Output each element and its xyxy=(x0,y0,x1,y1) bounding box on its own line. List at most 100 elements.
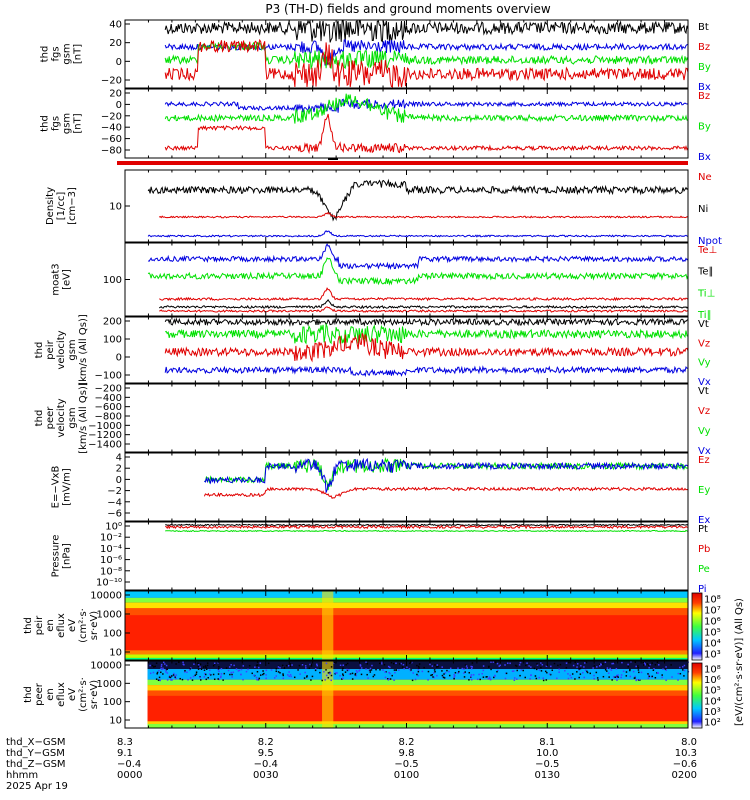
legend-2-1: Ni xyxy=(698,204,708,215)
series-ti-perp xyxy=(147,243,689,270)
heatmap-electron-eflux-band-3 xyxy=(147,685,688,691)
legend-3-3: Ti∥ xyxy=(697,310,712,321)
heatmap-electron-eflux-band-6 xyxy=(147,723,688,728)
y-label-4-2: velocity xyxy=(56,330,67,369)
heatmap-electron-eflux-event xyxy=(322,661,334,728)
colorbar-tick-1-5: 10² xyxy=(704,718,721,729)
legend-2-0: Ne xyxy=(698,172,712,183)
series-bz xyxy=(164,38,689,88)
heatmap-ion-eflux-band-3 xyxy=(125,608,688,616)
y-tick-4-0: 200 xyxy=(103,317,122,328)
legend-0-0: Bt xyxy=(698,22,709,33)
y-tick-1-2: −20 xyxy=(101,111,122,122)
heatmap-ion-eflux-band-4 xyxy=(125,650,688,655)
y-label-9-2: en xyxy=(45,688,56,701)
y-tick-5-2: −600 xyxy=(95,402,122,413)
y-label-8-0: thd xyxy=(23,617,34,634)
colorbar-tick-0-3: 10⁵ xyxy=(704,628,721,639)
footer-date: 2025 Apr 19 xyxy=(6,781,68,792)
y-tick-0-3: −20 xyxy=(101,76,122,87)
footer-value-3-1: 0030 xyxy=(253,770,278,781)
y-label-4-0: thd xyxy=(34,342,45,359)
legend-4-0: Vt xyxy=(698,319,709,330)
y-tick-9-0: 10000 xyxy=(90,661,122,672)
y-label-1-2: gsm xyxy=(62,113,73,134)
y-tick-1-1: 0 xyxy=(116,100,122,111)
footer-label-0: thd_X−GSM xyxy=(6,737,66,748)
legend-7-3: Pi xyxy=(698,584,707,595)
y-tick-4-1: 100 xyxy=(103,335,122,346)
y-label-5-0: thd xyxy=(34,410,45,427)
y-tick-6-4: −4 xyxy=(107,497,122,508)
y-label-8-3: eflux xyxy=(56,613,67,638)
y-tick-0-0: 40 xyxy=(109,20,122,31)
footer-value-3-0: 0000 xyxy=(117,770,142,781)
y-label-5-4: [km/s (All Qs)] xyxy=(78,382,89,454)
y-tick-8-2: 100 xyxy=(103,629,122,640)
footer-label-3: hhmm xyxy=(6,770,38,781)
series-te-par xyxy=(158,299,689,310)
footer-value-1-4: 10.3 xyxy=(675,748,697,759)
legend-1-2: Bx xyxy=(698,152,711,163)
y-tick-6-1: 2 xyxy=(116,464,122,475)
footer-value-3-4: 0200 xyxy=(672,770,697,781)
y-label-0-1: fgs xyxy=(51,46,62,61)
y-tick-0-2: 0 xyxy=(116,57,122,68)
y-label-9-5: (cm²·s· xyxy=(78,677,89,712)
heatmap-electron-eflux-band-2 xyxy=(147,679,688,686)
y-label-2-1: [1/cc] xyxy=(56,192,67,221)
y-label-7-1: [nPa] xyxy=(62,543,73,569)
colorbar-tick-1-3: 10⁴ xyxy=(704,696,721,707)
legend-2-2: Npot xyxy=(698,236,722,247)
colorbar-label: [eV/(cm²·s·sr·eV)] (All Qs) xyxy=(734,598,745,726)
panel-frame-6 xyxy=(124,452,689,522)
footer-value-1-1: 9.5 xyxy=(258,748,274,759)
y-label-9-4: eV xyxy=(67,688,78,701)
y-tick-7-1: 10⁻² xyxy=(100,533,122,544)
panel-frame-7 xyxy=(124,521,689,591)
series-ne xyxy=(158,211,689,219)
footer-value-0-4: 8.0 xyxy=(681,737,697,748)
heatmap-ion-eflux-event xyxy=(322,591,334,660)
footer-label-2: thd_Z−GSM xyxy=(6,759,66,770)
y-tick-5-4: −1000 xyxy=(88,421,122,432)
series-ex xyxy=(204,457,689,493)
footer-value-3-3: 0130 xyxy=(535,770,560,781)
footer-value-2-0: −0.4 xyxy=(117,759,141,770)
footer-value-1-3: 10.0 xyxy=(536,748,558,759)
legend-4-2: Vy xyxy=(698,358,711,369)
y-label-3-1: [eV] xyxy=(62,269,73,290)
y-tick-6-5: −6 xyxy=(107,509,122,520)
colorbar-tick-0-1: 10⁷ xyxy=(704,606,721,617)
legend-0-3: Bx xyxy=(698,82,711,93)
y-label-7-0: Pressure xyxy=(51,535,62,578)
footer-value-2-2: −0.5 xyxy=(394,759,418,770)
y-label-8-2: en xyxy=(45,619,56,632)
y-tick-1-5: −80 xyxy=(101,146,122,157)
colorbar-tick-1-4: 10³ xyxy=(704,707,721,718)
y-tick-4-2: 0 xyxy=(116,353,122,364)
series-npot xyxy=(147,230,689,238)
heatmap-ion-eflux-band-2 xyxy=(125,602,688,609)
mode-bar-mark xyxy=(328,158,338,160)
y-label-8-6: sr·eV) xyxy=(89,611,100,640)
series-vt xyxy=(164,317,689,327)
legend-6-2: Ex xyxy=(698,515,710,526)
series-ey xyxy=(204,456,689,491)
y-label-9-3: eflux xyxy=(56,682,67,707)
footer-value-0-3: 8.1 xyxy=(539,737,555,748)
legend-4-3: Vx xyxy=(698,377,711,388)
y-label-1-1: fgs xyxy=(51,116,62,131)
legend-3-2: Ti⊥ xyxy=(697,288,715,299)
y-tick-9-1: 1000 xyxy=(97,679,122,690)
y-label-2-2: [cm−3] xyxy=(67,187,78,225)
footer-value-0-0: 8.3 xyxy=(117,737,133,748)
series-pt xyxy=(165,523,689,527)
colorbar-tick-0-4: 10⁴ xyxy=(704,639,721,650)
y-label-0-3: [nT] xyxy=(73,44,84,64)
legend-5-2: Vy xyxy=(698,426,711,437)
footer-label-1: thd_Y−GSM xyxy=(6,748,65,759)
heatmap-electron-eflux-band-4 xyxy=(147,690,688,696)
mode-bar xyxy=(117,161,688,165)
series-vx xyxy=(164,365,689,378)
